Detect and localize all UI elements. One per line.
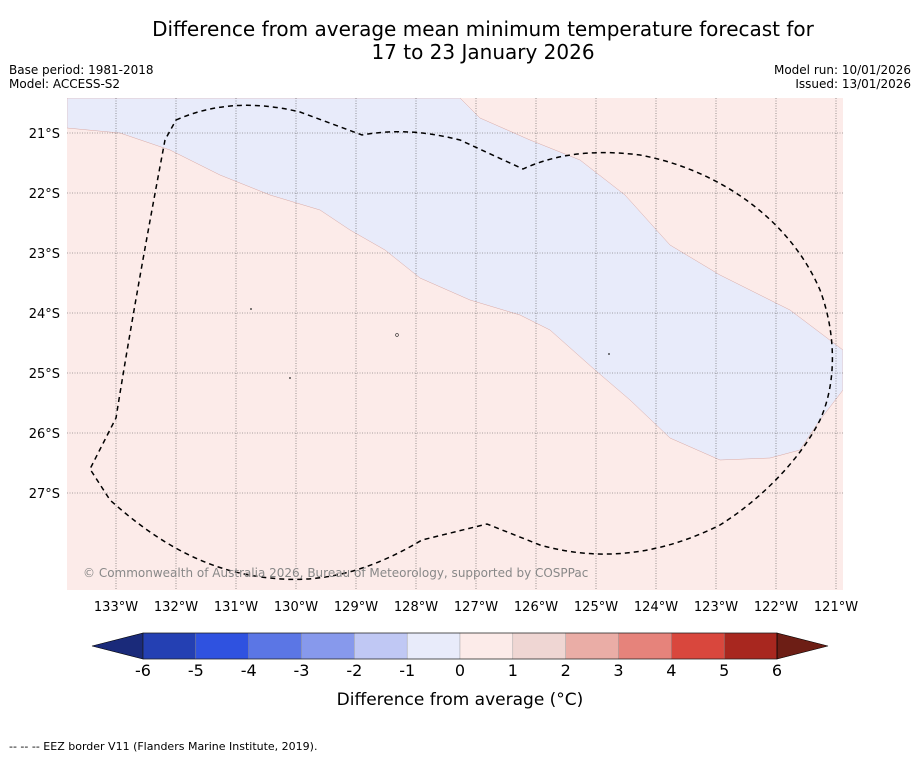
colorbar-tick-label: -4: [241, 661, 257, 680]
lon-label: 124°W: [634, 600, 678, 615]
lat-label: 24°S: [29, 307, 60, 322]
lon-label: 123°W: [694, 600, 738, 615]
gridlines: [67, 98, 843, 590]
colorbar-tick-label: 4: [666, 661, 676, 680]
lat-label: 27°S: [29, 487, 60, 502]
eez-border: [89, 104, 834, 581]
islands: [250, 308, 610, 379]
colorbar-tick-label: -5: [188, 661, 204, 680]
lon-label: 126°W: [514, 600, 558, 615]
colorbar-bin: [195, 632, 249, 660]
colorbar-bin: [671, 632, 725, 660]
footer-note: -- -- -- EEZ border V11 (Flanders Marine…: [9, 740, 318, 753]
colorbar-tick-label: 1: [508, 661, 518, 680]
latitude-labels: 21°S 22°S 23°S 24°S 25°S 26°S 27°S: [29, 127, 60, 502]
colorbar: [91, 632, 829, 660]
lat-label: 22°S: [29, 187, 60, 202]
lat-label: 26°S: [29, 427, 60, 442]
lon-label: 129°W: [334, 600, 378, 615]
lon-label: 121°W: [814, 600, 858, 615]
lat-label: 23°S: [29, 247, 60, 262]
colorbar-bin: [354, 632, 408, 660]
colorbar-bin: [248, 632, 302, 660]
lon-label: 127°W: [454, 600, 498, 615]
colorbar-tick-label: 5: [719, 661, 729, 680]
title-line-1: Difference from average mean minimum tem…: [152, 17, 814, 41]
longitude-labels: 133°W 132°W 131°W 130°W 129°W 128°W 127°…: [94, 600, 858, 615]
colorbar-tick-label: -2: [346, 661, 362, 680]
colorbar-tick-label: -1: [399, 661, 415, 680]
model-run: Model run: 10/01/2026: [773, 63, 911, 77]
colorbar-tick-label: -6: [135, 661, 151, 680]
colorbar-tick-label: 0: [455, 661, 465, 680]
colorbar-label: Difference from average (°C): [337, 690, 584, 710]
colorbar-outline: [142, 632, 778, 660]
lon-label: 128°W: [394, 600, 438, 615]
base-period: Base period: 1981-2018: [9, 63, 154, 77]
colorbar-bin: [618, 632, 672, 660]
colorbar-bin: [142, 632, 197, 660]
colorbar-extend-low: [91, 632, 144, 660]
lat-label: 21°S: [29, 127, 60, 142]
cool-anomaly-region: [67, 98, 843, 461]
meta-right: Model run: 10/01/2026 Issued: 13/01/2026: [774, 63, 911, 91]
lon-label: 132°W: [154, 600, 198, 615]
colorbar-bin: [459, 632, 514, 660]
colorbar-ticks: -6 -5 -4 -3 -2 -1 0 1 2 3 4 5 6: [135, 661, 782, 680]
colorbar-tick-label: 3: [613, 661, 623, 680]
issued-date: Issued: 13/01/2026: [795, 77, 911, 91]
colorbar-bin: [512, 632, 566, 660]
colorbar-bin: [723, 632, 778, 660]
model-name: Model: ACCESS-S2: [9, 77, 121, 91]
meta-left: Base period: 1981-2018 Model: ACCESS-S2: [9, 63, 154, 91]
lat-label: 25°S: [29, 367, 60, 382]
lon-label: 130°W: [274, 600, 318, 615]
copyright-text: © Commonwealth of Australia 2026, Bureau…: [83, 566, 588, 580]
map-title: Difference from average mean minimum tem…: [0, 18, 919, 64]
colorbar-bin: [301, 632, 355, 660]
colorbar-extend-high: [776, 632, 829, 660]
colorbar-tick-label: 2: [561, 661, 571, 680]
colorbar-tick-label: 6: [772, 661, 782, 680]
colorbar-bin: [565, 632, 619, 660]
lon-label: 133°W: [94, 600, 138, 615]
lon-label: 122°W: [754, 600, 798, 615]
colorbar-tick-label: -3: [294, 661, 310, 680]
lon-label: 125°W: [574, 600, 618, 615]
title-line-2: 17 to 23 January 2026: [371, 40, 595, 64]
colorbar-bin: [406, 632, 461, 660]
lon-label: 131°W: [214, 600, 258, 615]
